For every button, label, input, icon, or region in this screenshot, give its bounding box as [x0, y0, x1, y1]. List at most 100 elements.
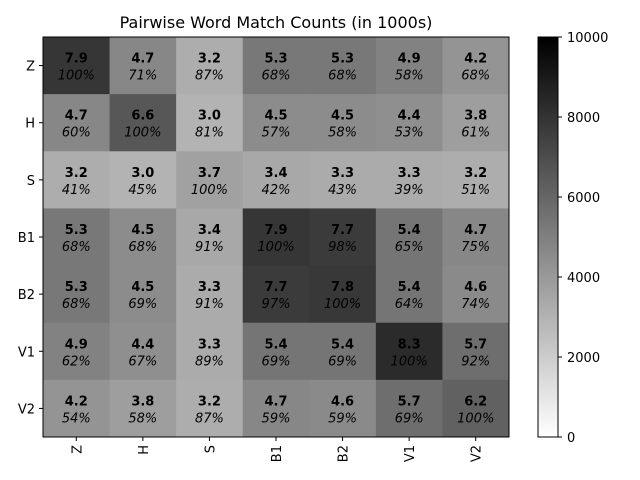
heatmap-cell-S-V1 [375, 151, 443, 209]
cell-percent-label: 89% [195, 354, 224, 369]
cell-value-label: 4.2 [65, 394, 88, 409]
heatmap-cell-S-H [109, 151, 177, 209]
cell-value-label: 5.4 [264, 337, 287, 352]
heatmap-cell-H-B2 [309, 94, 377, 152]
cell-value-label: 5.4 [398, 223, 421, 238]
cell-percent-label: 100% [58, 69, 95, 84]
cell-percent-label: 60% [62, 126, 91, 141]
cell-value-label: 3.3 [198, 337, 221, 352]
cell-value-label: 4.9 [65, 337, 88, 352]
x-tick-label: V2 [470, 445, 485, 462]
cell-percent-label: 64% [395, 297, 424, 312]
cell-percent-label: 58% [128, 411, 157, 426]
x-tick-label: B2 [337, 445, 352, 462]
cell-percent-label: 42% [262, 183, 291, 198]
x-tick-label: H [137, 445, 152, 455]
colorbar-tick-label: 2000 [567, 351, 600, 366]
cell-value-label: 3.3 [398, 166, 421, 181]
cell-percent-label: 69% [328, 354, 357, 369]
colorbar [537, 36, 559, 438]
cell-percent-label: 57% [262, 126, 291, 141]
cell-percent-label: 43% [328, 183, 357, 198]
cell-percent-label: 100% [191, 183, 228, 198]
heatmap-cell-B1-Z [43, 208, 111, 267]
cell-percent-label: 51% [461, 183, 490, 198]
heatmap-cell-Z-B1 [242, 37, 310, 95]
y-tick-label: S [27, 174, 35, 189]
heatmap-cell-Z-H [109, 37, 177, 95]
cell-percent-label: 69% [395, 411, 424, 426]
heatmap-cell-B2-Z [43, 265, 111, 324]
heatmap-cell-V1-V1 [375, 322, 443, 381]
heatmap-cell-V1-B1 [242, 322, 310, 381]
cell-value-label: 4.7 [464, 223, 487, 238]
cell-percent-label: 100% [457, 411, 494, 426]
heatmap-cell-H-B1 [242, 94, 310, 152]
heatmap-cell-V2-V1 [375, 379, 443, 438]
y-tick-label: V2 [18, 402, 35, 417]
cell-value-label: 6.2 [464, 394, 487, 409]
heatmap-cell-B2-V2 [442, 265, 510, 324]
cell-percent-label: 100% [257, 240, 294, 255]
colorbar-tick-label: 4000 [567, 271, 600, 286]
heatmap-cell-B2-S [176, 265, 244, 324]
cell-value-label: 7.8 [331, 280, 354, 295]
cell-value-label: 4.6 [464, 280, 487, 295]
cell-value-label: 4.5 [331, 109, 354, 124]
cell-percent-label: 62% [62, 354, 91, 369]
y-tick-label: V1 [18, 345, 35, 360]
cell-value-label: 4.6 [331, 394, 354, 409]
cell-percent-label: 87% [195, 69, 224, 84]
heatmap-cell-V1-B2 [309, 322, 377, 381]
cell-value-label: 3.2 [198, 394, 221, 409]
cell-percent-label: 53% [395, 126, 424, 141]
heatmap-cell-B1-B1 [242, 208, 310, 267]
cell-percent-label: 65% [395, 240, 424, 255]
cell-percent-label: 91% [195, 297, 224, 312]
cell-value-label: 5.4 [398, 280, 421, 295]
cell-value-label: 4.9 [398, 52, 421, 67]
heatmap-cell-H-V2 [442, 94, 510, 152]
cell-percent-label: 67% [128, 354, 157, 369]
heatmap-cell-B2-B2 [309, 265, 377, 324]
heatmap-cell-V2-H [109, 379, 177, 438]
cell-percent-label: 68% [328, 69, 357, 84]
cell-value-label: 3.0 [198, 109, 221, 124]
x-tick-label: V1 [403, 445, 418, 462]
cell-value-label: 8.3 [398, 337, 421, 352]
cell-value-label: 5.3 [264, 52, 287, 67]
heatmap-cell-V2-V2 [442, 379, 510, 438]
cell-value-label: 4.2 [464, 52, 487, 67]
heatmap-cell-B1-H [109, 208, 177, 267]
heatmap-cell-H-S [176, 94, 244, 152]
cell-value-label: 4.7 [264, 394, 287, 409]
cell-value-label: 3.3 [198, 280, 221, 295]
chart-title: Pairwise Word Match Counts (in 1000s) [120, 13, 433, 32]
cell-value-label: 4.7 [65, 109, 88, 124]
y-tick-label: H [25, 117, 35, 132]
cell-percent-label: 100% [324, 297, 361, 312]
cell-percent-label: 69% [262, 354, 291, 369]
heatmap-cell-V1-Z [43, 322, 111, 381]
cell-value-label: 3.4 [264, 166, 287, 181]
heatmap-cell-H-Z [43, 94, 111, 152]
cell-percent-label: 100% [124, 126, 161, 141]
cell-value-label: 3.3 [331, 166, 354, 181]
cell-value-label: 4.5 [131, 223, 154, 238]
heatmap-cell-B1-S [176, 208, 244, 267]
cell-value-label: 4.4 [398, 109, 421, 124]
heatmap-cell-Z-V1 [375, 37, 443, 95]
heatmap-cell-Z-Z [43, 37, 111, 95]
heatmap-cell-Z-S [176, 37, 244, 95]
heatmap-cell-H-H [109, 94, 177, 152]
cell-value-label: 6.6 [131, 109, 154, 124]
cell-percent-label: 59% [262, 411, 291, 426]
colorbar-axis: 0 2000 4000 6000 8000 10000 [558, 31, 608, 446]
cell-percent-label: 54% [62, 411, 91, 426]
cell-percent-label: 74% [461, 297, 490, 312]
heatmap-cell-V2-B1 [242, 379, 310, 438]
cell-value-label: 5.4 [331, 337, 354, 352]
x-tick-label: Z [70, 445, 85, 454]
cell-percent-label: 59% [328, 411, 357, 426]
